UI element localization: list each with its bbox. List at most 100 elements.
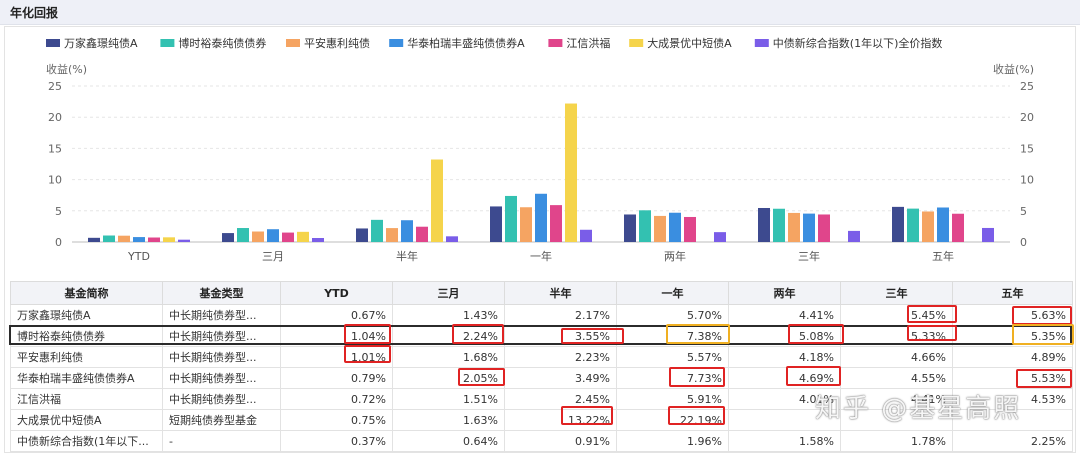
bar <box>371 219 383 242</box>
bar <box>550 205 562 242</box>
table-cell: 0.37% <box>280 430 393 452</box>
table-cell: 中长期纯债券型... <box>162 388 281 410</box>
x-tick-label: 两年 <box>664 249 686 263</box>
legend-swatch <box>160 39 175 47</box>
bar <box>907 208 919 242</box>
bar <box>952 213 964 242</box>
bar <box>282 232 294 242</box>
table-cell: 4.18% <box>728 346 841 368</box>
bar <box>446 236 458 242</box>
legend-label: 中债新综合指数(1年以下)全价指数 <box>773 36 943 50</box>
bar <box>922 211 934 242</box>
legend-label: 华泰柏瑞丰盛纯债债券A <box>407 36 525 50</box>
y-tick-label-left: 25 <box>48 80 62 93</box>
table-cell: 5.91% <box>616 388 729 410</box>
y-tick-label-left: 20 <box>48 111 62 124</box>
table-cell: 博时裕泰纯债债券 <box>10 325 163 347</box>
x-tick-label: YTD <box>127 250 150 263</box>
table-cell: 1.43% <box>392 304 505 326</box>
table-row: 博时裕泰纯债债券 中长期纯债券型... 1.04% 2.24% 3.55% 7.38% 5.… <box>10 325 1073 347</box>
y-tick-label-right: 25 <box>1020 80 1034 93</box>
table-cell: 22.19% <box>616 409 729 431</box>
y-tick-label-left: 15 <box>48 142 62 155</box>
table-cell: 2.45% <box>504 388 617 410</box>
table-cell: 江信洪福 <box>10 388 163 410</box>
section-header: 年化回报 <box>0 0 1080 25</box>
column-header: 三年 <box>840 281 953 305</box>
table-cell: 平安惠利纯债 <box>10 346 163 368</box>
bar <box>773 208 785 242</box>
table-row: 华泰柏瑞丰盛纯债债券A 中长期纯债券型... 0.79% 2.05% 3.49% 7.73… <box>10 367 1073 389</box>
bar <box>818 214 830 242</box>
table-cell: 1.04% <box>280 325 393 347</box>
bar <box>386 228 398 242</box>
y-tick-label-left: 0 <box>55 236 62 249</box>
table-cell: 0.64% <box>392 430 505 452</box>
legend-label: 平安惠利纯债 <box>304 36 370 50</box>
table-row: 中债新综合指数(1年以下... -0.37% 0.64% 0.91% 1.96% 1.58… <box>10 430 1073 452</box>
x-tick-label: 半年 <box>396 249 418 263</box>
bar <box>758 207 770 242</box>
table-cell: 13.22% <box>504 409 617 431</box>
bar <box>803 213 815 242</box>
y-tick-label-right: 20 <box>1020 111 1034 124</box>
table-cell: 中长期纯债券型... <box>162 304 281 326</box>
table-cell: 中长期纯债券型... <box>162 346 281 368</box>
table-cell: 5.63% <box>952 304 1073 326</box>
y-axis-title-right: 收益(%) <box>993 62 1034 76</box>
table-row: 大成景优中短债A 短期纯债券型基金 0.75% 1.63% 13.22% 22.19% <box>10 409 1073 431</box>
legend-swatch <box>629 39 644 47</box>
table-cell: 0.91% <box>504 430 617 452</box>
bar <box>222 233 234 242</box>
bar <box>297 231 309 242</box>
table-cell: 5.45% <box>840 304 953 326</box>
column-header: 两年 <box>728 281 841 305</box>
legend-swatch <box>389 39 404 47</box>
section-title: 年化回报 <box>10 6 59 20</box>
bar-chart: 万家鑫璟纯债A 博时裕泰纯债债券 平安惠利纯债 华泰柏瑞丰盛纯债债券A 江信洪福 大成景优… <box>46 36 1034 263</box>
legend-label: 江信洪福 <box>566 36 610 50</box>
table-cell: 7.38% <box>616 325 729 347</box>
watermark: 知乎 @基星高照 <box>815 394 1022 424</box>
table-cell: 中长期纯债券型... <box>162 367 281 389</box>
column-header: 半年 <box>504 281 617 305</box>
bar <box>892 206 904 242</box>
table-cell: 4.55% <box>840 367 953 389</box>
x-tick-label: 五年 <box>932 249 954 263</box>
y-tick-label-right: 0 <box>1020 236 1027 249</box>
table-cell: 2.05% <box>392 367 505 389</box>
y-axis-title-left: 收益(%) <box>46 62 87 76</box>
legend-label: 万家鑫璟纯债A <box>64 36 138 50</box>
bar <box>431 159 443 242</box>
table-cell: 中长期纯债券型... <box>162 325 281 347</box>
bar <box>490 206 502 242</box>
table-cell: 3.49% <box>504 367 617 389</box>
table-cell: - <box>162 430 281 452</box>
table-cell: 1.78% <box>840 430 953 452</box>
bar <box>565 103 577 243</box>
column-header: YTD <box>280 281 393 305</box>
x-tick-label: 一年 <box>530 249 552 263</box>
bar <box>401 220 413 242</box>
table-cell: 1.96% <box>616 430 729 452</box>
bar <box>624 214 636 242</box>
table-cell: 1.63% <box>392 409 505 431</box>
bar <box>639 210 651 242</box>
table-cell: 4.89% <box>952 346 1073 368</box>
bar <box>848 230 860 242</box>
table-cell: 5.08% <box>728 325 841 347</box>
bar <box>580 229 592 242</box>
table-cell: 3.55% <box>504 325 617 347</box>
bar <box>788 212 800 242</box>
bar <box>416 226 428 242</box>
table-cell: 2.25% <box>952 430 1073 452</box>
bar <box>88 237 100 242</box>
bar <box>237 228 249 242</box>
table-row: 万家鑫璟纯债A 中长期纯债券型... 0.67% 1.43% 2.17% 5.70% 4.4… <box>10 304 1073 326</box>
bar <box>103 235 115 242</box>
legend-swatch <box>548 39 563 47</box>
table-cell: 华泰柏瑞丰盛纯债债券A <box>10 367 163 389</box>
bar <box>267 229 279 242</box>
bar <box>252 231 264 242</box>
column-header: 基金类型 <box>162 281 281 305</box>
